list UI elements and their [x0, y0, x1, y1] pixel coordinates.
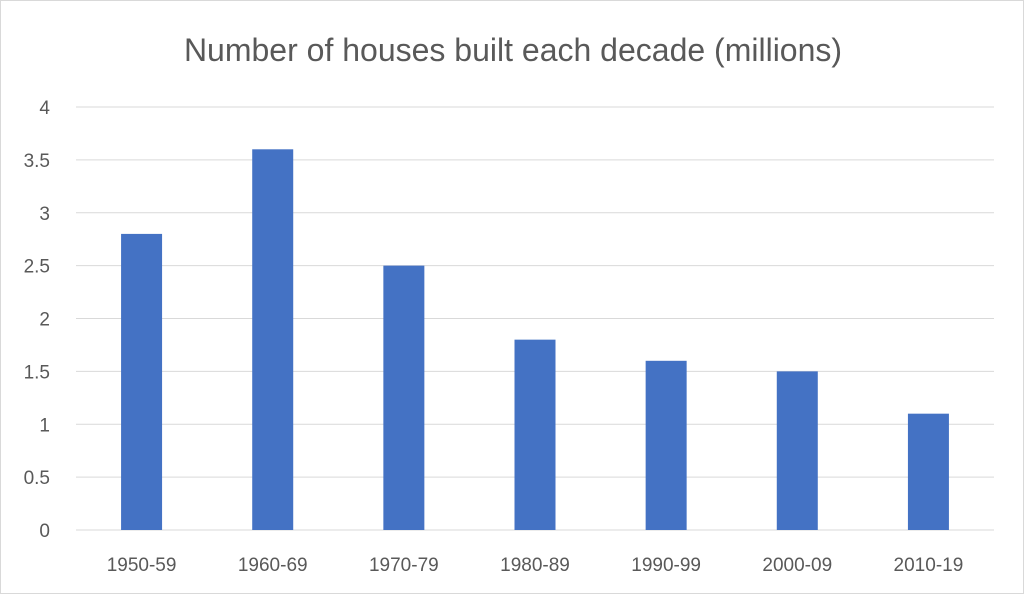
y-tick-label: 2.5 — [24, 257, 50, 278]
x-tick-label: 1990-99 — [631, 555, 701, 576]
y-tick-label: 0.5 — [24, 468, 50, 489]
chart-title: Number of houses built each decade (mill… — [184, 32, 842, 68]
y-tick-label: 4 — [39, 98, 50, 119]
x-tick-label: 2000-09 — [762, 555, 832, 576]
bars — [121, 149, 949, 531]
x-tick-label: 1970-79 — [369, 555, 439, 576]
y-tick-label: 2 — [39, 310, 50, 331]
bar-2010-19 — [907, 413, 949, 530]
x-axis-ticks: 1950-59 1960-69 1970-79 1980-89 1990-99 2000-… — [107, 555, 964, 576]
bar-1980-89 — [514, 339, 556, 530]
bar-1990-99 — [645, 360, 687, 530]
y-tick-label: 1 — [39, 415, 50, 436]
gridlines — [76, 106, 994, 531]
x-tick-label: 1950-59 — [107, 555, 177, 576]
bar-2000-09 — [776, 371, 818, 530]
y-axis-ticks: 0 0.5 1 1.5 2 2.5 3 3.5 4 — [24, 98, 51, 542]
y-tick-label: 0 — [39, 521, 50, 542]
bar-1970-79 — [383, 265, 425, 530]
y-tick-label: 3 — [39, 204, 50, 225]
x-tick-label: 2010-19 — [894, 555, 964, 576]
x-tick-label: 1980-89 — [500, 555, 570, 576]
bar-1950-59 — [121, 233, 163, 530]
x-tick-label: 1960-69 — [238, 555, 308, 576]
y-tick-label: 1.5 — [24, 362, 50, 383]
y-tick-label: 3.5 — [24, 151, 50, 172]
bar-1960-69 — [252, 149, 294, 531]
